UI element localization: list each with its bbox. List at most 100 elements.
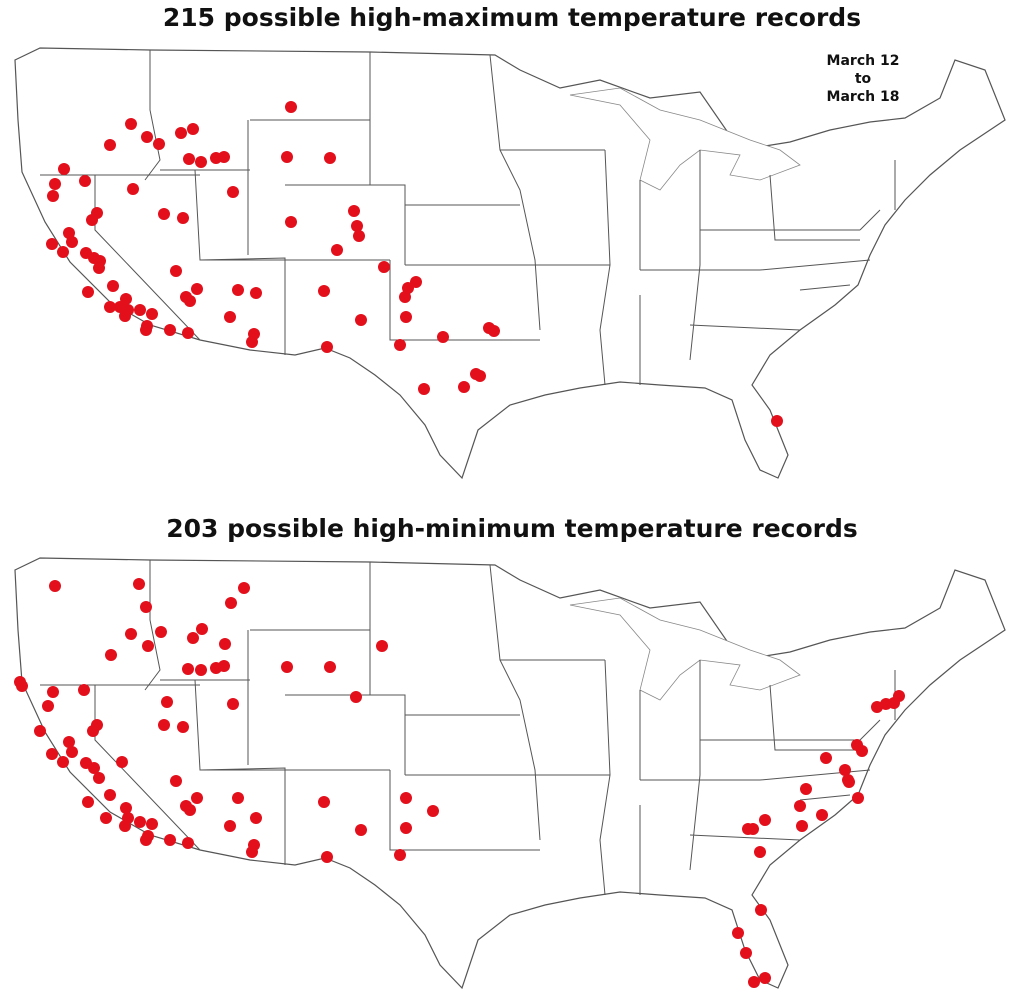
record-dot (800, 783, 812, 795)
record-dot (324, 152, 336, 164)
record-dot (281, 661, 293, 673)
record-dot (88, 762, 100, 774)
record-dot (318, 285, 330, 297)
record-dot (183, 153, 195, 165)
record-dot (82, 796, 94, 808)
record-dot (119, 310, 131, 322)
record-dot (170, 265, 182, 277)
record-dot (755, 904, 767, 916)
record-dot (140, 834, 152, 846)
record-dot (125, 628, 137, 640)
record-dot (218, 151, 230, 163)
record-dot (134, 816, 146, 828)
record-dot (153, 138, 165, 150)
record-dot (79, 175, 91, 187)
record-dot (187, 632, 199, 644)
date-range: March 18 (827, 89, 900, 105)
record-dot (852, 792, 864, 804)
record-dot (394, 339, 406, 351)
record-dot (140, 324, 152, 336)
record-dot (227, 698, 239, 710)
record-dot (104, 789, 116, 801)
record-dot (158, 208, 170, 220)
record-dot (142, 640, 154, 652)
record-dot (437, 331, 449, 343)
record-dot (46, 238, 58, 250)
record-dot (754, 846, 766, 858)
record-dot (49, 178, 61, 190)
record-dot (87, 725, 99, 737)
record-dot (376, 640, 388, 652)
record-dot (191, 283, 203, 295)
record-dot (856, 745, 868, 757)
record-dot (58, 163, 70, 175)
record-dot (771, 415, 783, 427)
record-dot (177, 212, 189, 224)
record-dot (125, 118, 137, 130)
record-dot (177, 721, 189, 733)
record-dot (488, 325, 500, 337)
record-dot (120, 802, 132, 814)
record-dot (100, 812, 112, 824)
record-dot (740, 947, 752, 959)
record-dot (104, 139, 116, 151)
record-dot (250, 812, 262, 824)
record-dot (394, 849, 406, 861)
record-dot (880, 698, 892, 710)
record-dot (182, 663, 194, 675)
record-dot (318, 796, 330, 808)
record-dot (232, 284, 244, 296)
record-dot (748, 976, 760, 988)
us-map (14, 47, 1006, 479)
record-dot (161, 696, 173, 708)
record-dot (57, 246, 69, 258)
record-dots (46, 101, 783, 427)
record-dot (184, 295, 196, 307)
record-dot (225, 597, 237, 609)
record-dot (170, 775, 182, 787)
record-dot (427, 805, 439, 817)
record-dot (378, 261, 390, 273)
record-dot (191, 792, 203, 804)
record-dot (331, 244, 343, 256)
record-dot (350, 691, 362, 703)
record-dot (93, 772, 105, 784)
record-dot (348, 205, 360, 217)
date-range: to (855, 71, 872, 87)
record-dot (158, 719, 170, 731)
record-dot (227, 186, 239, 198)
record-dot (796, 820, 808, 832)
record-dot (141, 131, 153, 143)
record-dot (400, 311, 412, 323)
record-dot (119, 820, 131, 832)
record-dot (94, 255, 106, 267)
record-dot (34, 725, 46, 737)
record-dot (184, 804, 196, 816)
record-dot (351, 220, 363, 232)
record-dot (224, 820, 236, 832)
record-dot (285, 216, 297, 228)
record-dot (196, 623, 208, 635)
record-dot (164, 834, 176, 846)
record-dot (140, 601, 152, 613)
record-dot (195, 664, 207, 676)
record-dot (732, 927, 744, 939)
record-dot (155, 626, 167, 638)
record-dot (146, 308, 158, 320)
record-dot (400, 822, 412, 834)
record-dot (66, 236, 78, 248)
record-dot (321, 851, 333, 863)
record-dot (107, 280, 119, 292)
us-map (14, 557, 1006, 989)
record-dot (820, 752, 832, 764)
record-dot (794, 800, 806, 812)
record-dot (400, 792, 412, 804)
record-dot (182, 837, 194, 849)
record-dot (78, 684, 90, 696)
record-dot (816, 809, 828, 821)
record-dot (63, 736, 75, 748)
map-title: 215 possible high-maximum temperature re… (163, 3, 861, 32)
record-dot (146, 818, 158, 830)
record-dot (47, 686, 59, 698)
record-dot (47, 190, 59, 202)
